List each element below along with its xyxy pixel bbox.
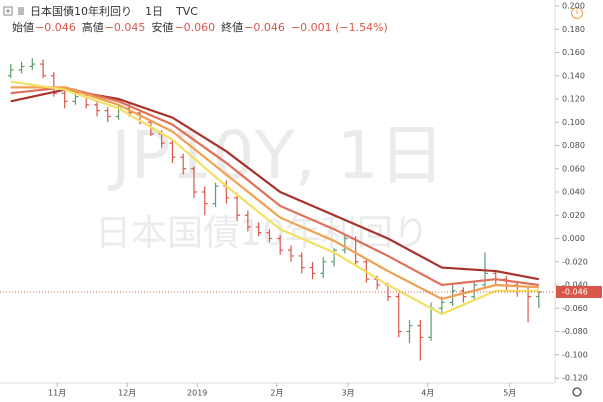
legend-label: 高値 xyxy=(82,20,104,34)
legend-value: −0.060 xyxy=(174,21,215,34)
legend-value: −0.046 xyxy=(244,21,285,34)
symbol-title: 日本国債10年利回り xyxy=(30,4,132,18)
y-tick-label: -0.120 xyxy=(562,374,588,383)
ribbon-line xyxy=(10,86,539,287)
collapse-icon[interactable] xyxy=(3,6,13,16)
last-price-label: -0.046 xyxy=(562,287,588,296)
watermark-sub: 日本国債10年利回り xyxy=(95,213,429,254)
x-tick-label: 5月 xyxy=(503,389,516,398)
plot xyxy=(7,58,542,361)
ribbon-line xyxy=(10,80,539,316)
y-tick-label: -0.020 xyxy=(562,257,588,266)
y-tick-label: 0.020 xyxy=(562,211,585,220)
x-tick-label: 2019 xyxy=(187,389,207,398)
legend-value: −0.045 xyxy=(105,21,146,34)
y-tick-label: 0.200 xyxy=(562,2,585,11)
watermark: JP10Y, 1日 xyxy=(107,117,445,194)
y-tick-label: 0.100 xyxy=(562,118,585,127)
y-tick-label: 0.140 xyxy=(562,71,585,80)
alert-icon[interactable] xyxy=(571,7,583,19)
y-tick-label: 0.180 xyxy=(562,25,585,34)
ohlc-legend: 始値 −0.046 高値 −0.045 安値 −0.060 終値 −0.046 −0.001 (… xyxy=(12,20,388,34)
flag-icon[interactable] xyxy=(18,7,24,15)
legend-change: −0.001 (−1.54%) xyxy=(291,21,388,34)
y-tick-label: -0.100 xyxy=(562,350,588,359)
y-tick-label: 0.040 xyxy=(562,188,585,197)
y-tick-label: 0.060 xyxy=(562,164,585,173)
x-tick-label: 2月 xyxy=(270,389,283,398)
x-tick-label: 11月 xyxy=(48,389,66,398)
last-price-box xyxy=(556,285,602,298)
y-tick-label: 0.120 xyxy=(562,95,585,104)
x-tick-label: 12月 xyxy=(118,389,136,398)
y-tick-label: 0.160 xyxy=(562,48,585,57)
x-tick-label: 3月 xyxy=(342,389,355,398)
x-tick-label: 4月 xyxy=(421,389,434,398)
interval: 1日 xyxy=(145,5,163,18)
settings-icon[interactable] xyxy=(572,387,582,397)
source[interactable]: TVC xyxy=(175,5,198,18)
y-tick-label: 0.080 xyxy=(562,141,585,150)
legend-label: 始値 xyxy=(12,20,34,34)
y-tick-label: -0.040 xyxy=(562,281,588,290)
y-tick-label: -0.080 xyxy=(562,327,588,336)
legend-label: 安値 xyxy=(151,20,173,34)
ribbon-line xyxy=(10,86,539,301)
legend-value: −0.046 xyxy=(35,21,76,34)
y-tick-label: -0.060 xyxy=(562,304,588,313)
y-tick-label: 0.000 xyxy=(562,234,585,243)
legend-label: 終値 xyxy=(221,20,243,34)
